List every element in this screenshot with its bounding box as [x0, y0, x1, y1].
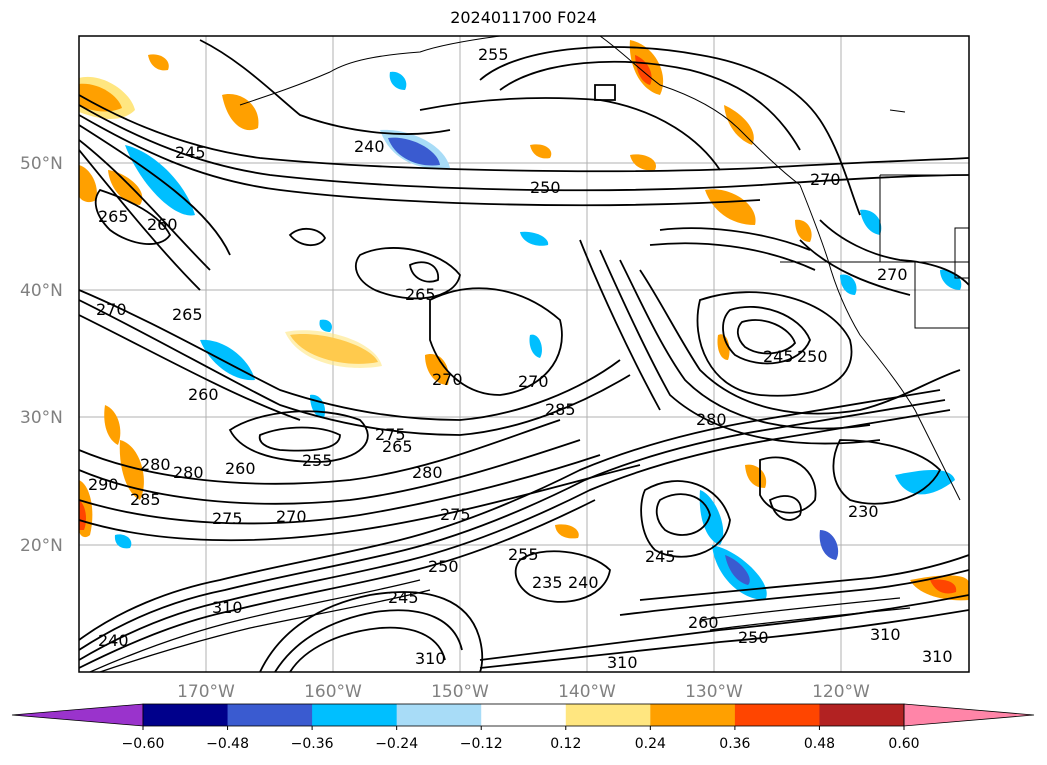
colorbar-tick-label: 0.48 — [804, 736, 835, 752]
contour-label: 260 — [225, 459, 256, 478]
lon-label: 140°W — [558, 682, 616, 702]
colorbar-segment — [819, 704, 905, 726]
contour-label: 270 — [877, 265, 908, 284]
contour-label: 280 — [173, 463, 204, 482]
contour-label: 240 — [568, 573, 599, 592]
contour-label: 250 — [428, 557, 459, 576]
contour-label: 270 — [276, 507, 307, 526]
lon-label: 120°W — [812, 682, 870, 702]
contour-label: 265 — [405, 285, 436, 304]
colorbar-segment — [481, 704, 567, 726]
contour-label: 265 — [98, 207, 129, 226]
contour-label: 230 — [848, 502, 879, 521]
colorbar-tick-label: −0.24 — [375, 736, 418, 752]
contour-label: 270 — [432, 370, 463, 389]
colorbar-tick-label: −0.60 — [122, 736, 165, 752]
contour-label: 255 — [302, 451, 333, 470]
colorbar-segment — [227, 704, 313, 726]
colorbar: −0.60 −0.48 −0.36 −0.24 −0.12 0.12 0.24 0.36 0.4… — [11, 703, 1035, 752]
contour-label: 310 — [870, 625, 901, 644]
colorbar-segment — [650, 704, 736, 726]
colorbar-tick-label: −0.48 — [206, 736, 249, 752]
colorbar-segment — [565, 704, 651, 726]
contour-label: 310 — [607, 653, 638, 672]
contour-label: 260 — [147, 215, 178, 234]
map-title: 2024011700 F024 — [450, 8, 597, 27]
contour-label: 255 — [508, 545, 539, 564]
contour-label: 290 — [88, 475, 119, 494]
lat-label: 40°N — [20, 281, 63, 301]
lon-label: 130°W — [685, 682, 743, 702]
contour-label: 275 — [212, 509, 243, 528]
contour-label: 270 — [518, 372, 549, 391]
contour-label: 280 — [412, 463, 443, 482]
longitude-labels: 170°W 160°W 150°W 140°W 130°W 120°W — [177, 682, 870, 702]
lat-label: 50°N — [20, 154, 63, 174]
contour-label: 285 — [130, 490, 161, 509]
latitude-labels: 50°N 40°N 30°N 20°N — [20, 154, 63, 556]
lon-label: 160°W — [304, 682, 362, 702]
contour-label: 280 — [140, 455, 171, 474]
contour-label: 265 — [172, 305, 203, 324]
contour-label: 275 — [440, 505, 471, 524]
colorbar-segment — [734, 704, 820, 726]
colorbar-tick-label: 0.24 — [635, 736, 666, 752]
contour-label: 310 — [922, 647, 953, 666]
colorbar-tick-label: 0.36 — [719, 736, 750, 752]
shaded-anomalies — [79, 40, 969, 601]
contour-label: 245 — [645, 547, 676, 566]
colorbar-segment — [396, 704, 482, 726]
contour-label: 245 — [763, 347, 794, 366]
contour-label: 270 — [810, 170, 841, 189]
contour-label: 260 — [188, 385, 219, 404]
contour-label: 260 — [688, 613, 719, 632]
colorbar-outline — [142, 703, 905, 727]
colorbar-tick-label: 0.12 — [550, 736, 581, 752]
contour-label: 245 — [175, 143, 206, 162]
colorbar-tick-label: 0.60 — [888, 736, 919, 752]
contour-label: 310 — [212, 598, 243, 617]
contour-label: 245 — [388, 588, 419, 607]
lon-label: 150°W — [431, 682, 489, 702]
contour-label: 235 — [532, 573, 563, 592]
lat-label: 30°N — [20, 408, 63, 428]
lat-label: 20°N — [20, 536, 63, 556]
contour-label: 270 — [96, 300, 127, 319]
contour-label: 240 — [98, 631, 129, 650]
contour-label: 255 — [478, 45, 509, 64]
lon-label: 170°W — [177, 682, 235, 702]
colorbar-segment — [143, 704, 229, 726]
contour-label: 250 — [530, 178, 561, 197]
colorbar-tick-label: −0.36 — [291, 736, 334, 752]
map-frame — [78, 35, 970, 673]
contour-label: 250 — [738, 628, 769, 647]
colorbar-extend-low — [11, 703, 144, 727]
height-contours — [79, 39, 969, 672]
contour-label: 285 — [545, 400, 576, 419]
colorbar-extend-high — [903, 703, 1035, 727]
contour-label: 250 — [797, 347, 828, 366]
colorbar-tick-label: −0.12 — [460, 736, 503, 752]
contour-label: 310 — [415, 649, 446, 668]
colorbar-segment — [312, 704, 398, 726]
contour-label: 275 — [375, 425, 406, 444]
contour-labels: 255 245 240 250 265 260 265 270 265 270 … — [88, 45, 953, 672]
contour-label: 280 — [696, 410, 727, 429]
contour-label: 265 — [382, 437, 413, 456]
contour-label: 240 — [354, 137, 385, 156]
